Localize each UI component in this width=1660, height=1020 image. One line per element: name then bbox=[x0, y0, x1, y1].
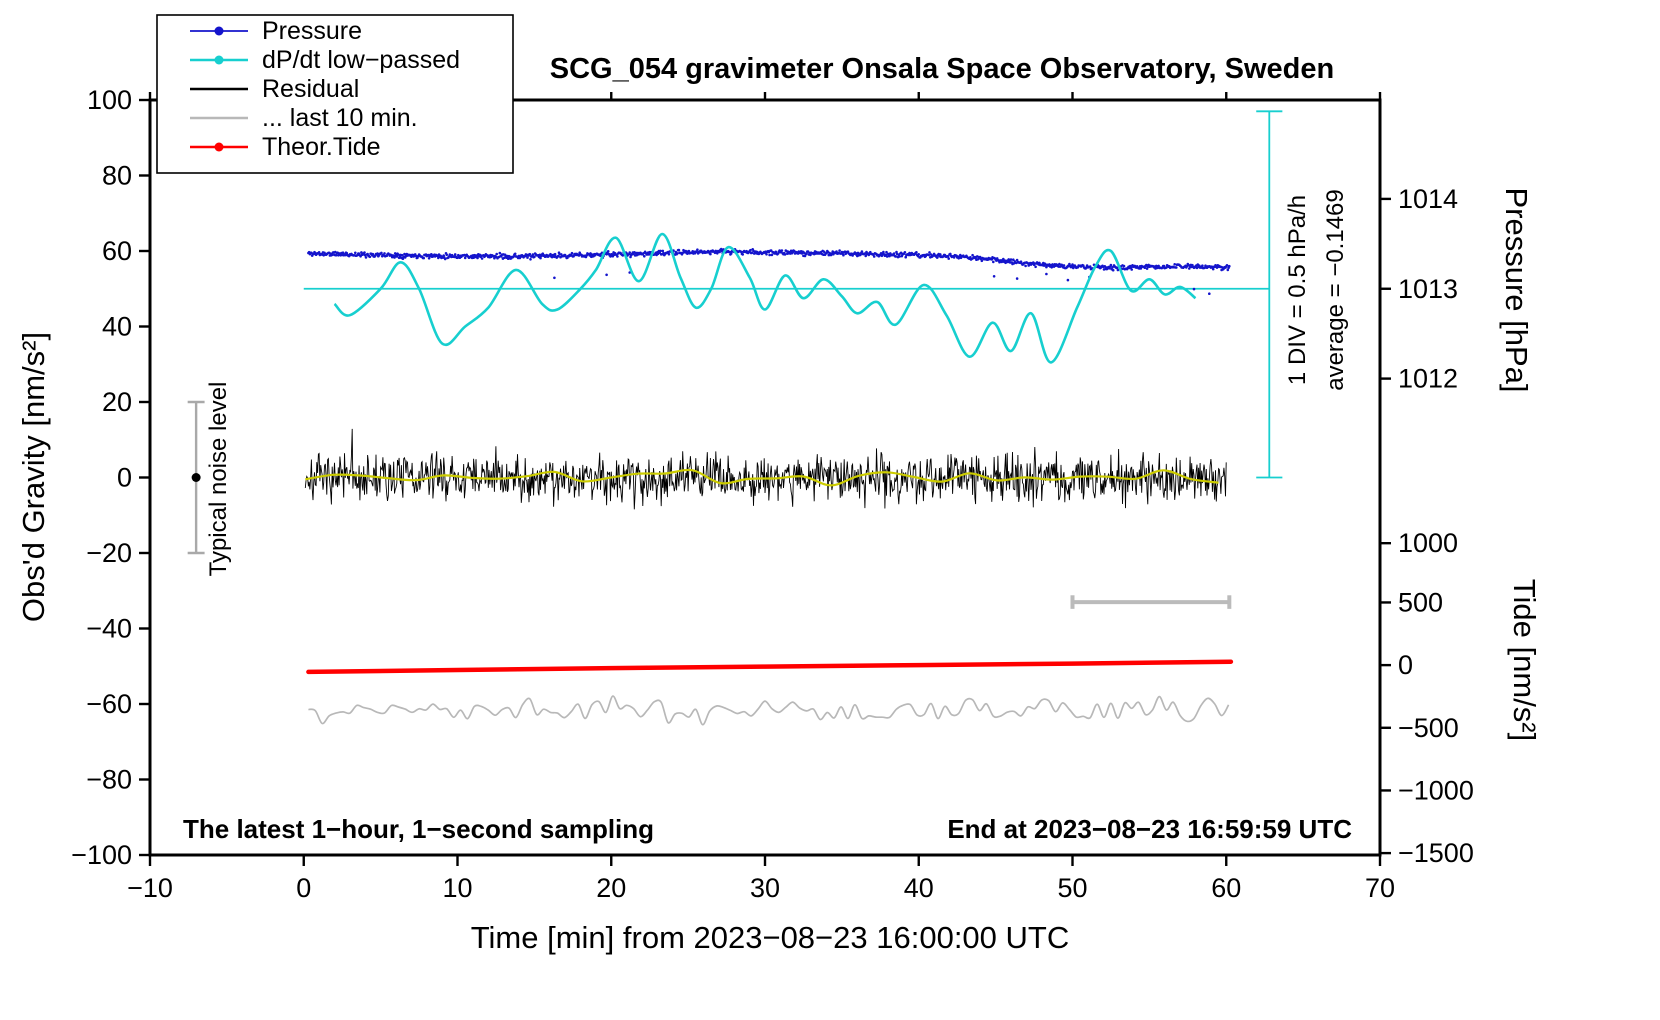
y-tick-label: 40 bbox=[102, 312, 132, 342]
smoothed-series bbox=[308, 695, 1230, 726]
y-tick-label: −60 bbox=[86, 689, 132, 719]
pressure-axis-label: Pressure [hPa] bbox=[1499, 187, 1534, 392]
x-tick-label: 20 bbox=[596, 873, 626, 903]
y-tick-label: 20 bbox=[102, 387, 132, 417]
legend-label-pressure: Pressure bbox=[262, 17, 362, 45]
tide-tick-label: 0 bbox=[1398, 650, 1413, 680]
x-tick-label: −10 bbox=[127, 873, 173, 903]
legend-label-last10: ... last 10 min. bbox=[262, 104, 418, 132]
noise-level-annotation: Typical noise level bbox=[205, 382, 232, 577]
tide-tick-label: 500 bbox=[1398, 587, 1443, 617]
y-tick-label: −100 bbox=[71, 840, 132, 870]
y-tick-label: −40 bbox=[86, 614, 132, 644]
legend-label-tide: Theor.Tide bbox=[262, 133, 381, 161]
y-tick-label: 80 bbox=[102, 161, 132, 191]
y-tick-label: 100 bbox=[87, 85, 132, 115]
legend-label-residual: Residual bbox=[262, 75, 359, 103]
x-tick-label: 50 bbox=[1057, 873, 1087, 903]
tide-tick-label: −1000 bbox=[1398, 775, 1474, 805]
series-layer bbox=[187, 110, 1283, 726]
y-axis-label: Obs'd Gravity [nm/s²] bbox=[16, 332, 51, 622]
smoothed-series bbox=[305, 468, 1219, 487]
residual-series bbox=[304, 428, 1227, 510]
legend-label-dpdt: dP/dt low−passed bbox=[262, 46, 460, 74]
legend-dot-pressure bbox=[214, 26, 224, 36]
pressure-tick-label: 1014 bbox=[1398, 184, 1458, 214]
end-time-note: End at 2023−08−23 16:59:59 UTC bbox=[947, 814, 1352, 844]
y-tick-label: −20 bbox=[86, 538, 132, 568]
x-tick-label: 60 bbox=[1211, 873, 1241, 903]
dpdt-series bbox=[333, 232, 1197, 364]
tide-tick-label: −1500 bbox=[1398, 838, 1474, 868]
pressure-series bbox=[307, 247, 1231, 295]
tide-series bbox=[306, 659, 1234, 675]
x-tick-label: 0 bbox=[296, 873, 311, 903]
x-tick-label: 40 bbox=[904, 873, 934, 903]
pressure-tick-label: 1013 bbox=[1398, 274, 1458, 304]
x-tick-label: 70 bbox=[1365, 873, 1395, 903]
x-axis-label: Time [min] from 2023−08−23 16:00:00 UTC bbox=[471, 920, 1070, 955]
tide-axis-label: Tide [nm/s²] bbox=[1507, 579, 1542, 742]
page-title: SCG_054 gravimeter Onsala Space Observat… bbox=[550, 53, 1334, 85]
legend-dot-tide bbox=[214, 142, 224, 152]
tide-tick-label: −500 bbox=[1398, 713, 1459, 743]
noise-level-dot bbox=[191, 473, 201, 482]
y-tick-label: −80 bbox=[86, 765, 132, 795]
legend-dot-dpdt bbox=[214, 55, 224, 65]
sampling-note: The latest 1−hour, 1−second sampling bbox=[183, 814, 654, 844]
x-tick-label: 30 bbox=[750, 873, 780, 903]
x-tick-label: 10 bbox=[442, 873, 472, 903]
pressure-tick-label: 1012 bbox=[1398, 364, 1458, 394]
div-scale-annotation: 1 DIV = 0.5 hPa/h bbox=[1284, 195, 1311, 385]
tide-tick-label: 1000 bbox=[1398, 528, 1458, 558]
y-tick-label: 60 bbox=[102, 236, 132, 266]
legend: Pressure dP/dt low−passed Residual ... l… bbox=[156, 14, 514, 174]
ticks-layer: −10 0 10 20 30 40 50 60 70−100−80−60−40−20020406… bbox=[71, 85, 1474, 903]
average-annotation: average = −0.1469 bbox=[1322, 189, 1349, 391]
y-tick-label: 0 bbox=[117, 463, 132, 493]
